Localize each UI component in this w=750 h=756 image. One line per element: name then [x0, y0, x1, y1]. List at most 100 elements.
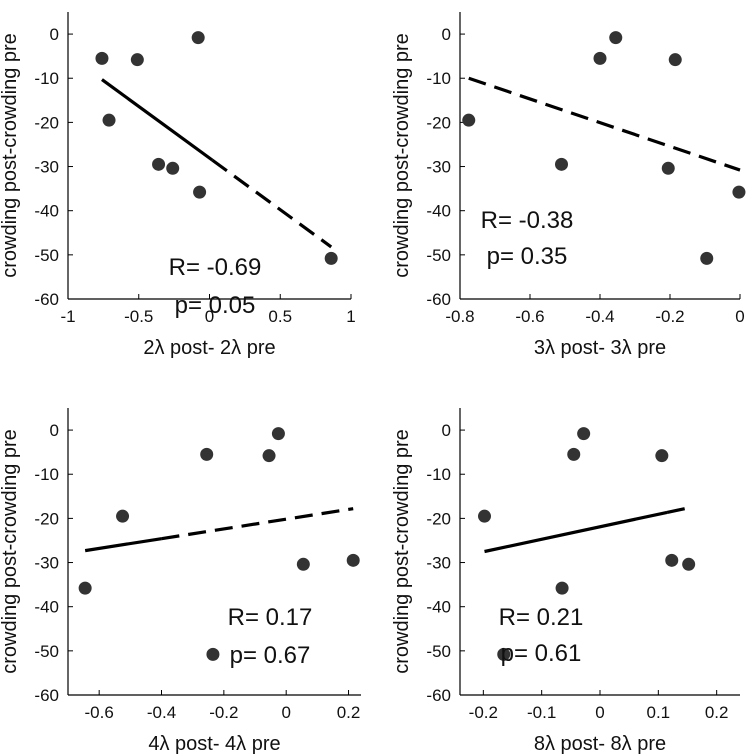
x-tick-label: 0	[205, 307, 214, 326]
x-tick-label: -0.4	[585, 307, 614, 326]
y-tick-label: -20	[34, 113, 59, 132]
data-point	[116, 509, 130, 523]
p-value: p= 0.61	[501, 640, 582, 667]
y-tick-label: -30	[426, 158, 451, 177]
fit-line-dashed	[666, 506, 690, 514]
data-point	[206, 647, 220, 661]
data-point	[95, 51, 109, 65]
data-point	[577, 427, 591, 441]
y-tick-label: -30	[34, 158, 59, 177]
y-axis-label: crowding post-crowding pre	[0, 429, 21, 674]
y-tick-label: 0	[50, 421, 59, 440]
y-tick-label: -20	[426, 113, 451, 132]
data-point	[682, 557, 696, 571]
x-tick-label: -0.8	[445, 307, 474, 326]
fit-line-dashed	[468, 76, 741, 172]
x-axis-label: 3λ post- 3λ pre	[534, 337, 666, 359]
y-tick-label: -20	[426, 509, 451, 528]
y-tick-label: 0	[442, 25, 451, 44]
y-axis-label: crowding post-crowding pre	[391, 429, 413, 674]
data-point	[296, 557, 310, 571]
data-point	[102, 113, 116, 127]
x-tick-label: 0	[595, 703, 604, 722]
data-point	[200, 447, 214, 461]
r-value: R= -0.69	[169, 254, 262, 281]
y-tick-label: -50	[426, 246, 451, 265]
data-point	[609, 31, 623, 45]
fit-line-solid	[84, 537, 162, 553]
data-point	[593, 51, 607, 65]
data-point	[130, 53, 144, 67]
x-tick-label: 0	[281, 703, 290, 722]
x-tick-label: -0.2	[655, 307, 684, 326]
fit-line-solid	[484, 510, 668, 554]
x-tick-label: 0.2	[705, 703, 729, 722]
data-point	[478, 509, 491, 523]
chart-panel-1: 0 -10 -20 -30 -40 -50 -60-1 -0.5 0 0.5 1 2λ post- 2…	[0, 12, 356, 359]
r-value: R= 0.21	[499, 604, 584, 631]
p-value: p= 0.67	[230, 642, 311, 669]
x-tick-label: 0.5	[268, 307, 292, 326]
data-point	[152, 157, 166, 171]
y-tick-label: -50	[34, 642, 59, 661]
x-tick-label: -0.2	[209, 703, 238, 722]
chart-panel-3: 0 -10 -20 -30 -40 -50 -60 -0.6 -0.4 -0.2 0 0.2 4λ po…	[0, 408, 361, 755]
data-point	[271, 427, 285, 441]
y-tick-label: -50	[426, 642, 451, 661]
data-point	[166, 161, 180, 175]
data-point	[700, 251, 714, 265]
x-tick-label: -0.5	[124, 307, 153, 326]
data-point	[567, 447, 581, 461]
data-point	[732, 185, 746, 199]
data-point	[555, 157, 568, 171]
chart-panel-4: 0 -10 -20 -30 -40 -50 -60 -0.2 -0.1 0 0.1 0.2 8λ pos…	[391, 408, 740, 755]
r-value: R= 0.17	[228, 604, 313, 631]
x-tick-label: 0	[735, 307, 744, 326]
data-point	[78, 581, 92, 595]
y-tick-label: 0	[50, 25, 59, 44]
x-axis-label: 8λ post- 8λ pre	[534, 733, 666, 755]
y-tick-label: -60	[426, 686, 451, 705]
y-tick-label: -30	[426, 554, 451, 573]
y-tick-label: -60	[426, 290, 451, 309]
data-point	[497, 647, 511, 661]
y-tick-label: -40	[426, 598, 451, 617]
fit-line-dashed	[161, 507, 354, 541]
fit-line-solid	[101, 78, 214, 162]
x-axis-label: 2λ post- 2λ pre	[143, 337, 275, 359]
y-tick-label: -40	[34, 598, 59, 617]
data-point	[191, 31, 205, 45]
data-point	[346, 553, 360, 567]
x-tick-label: 1	[346, 307, 355, 326]
data-point	[262, 449, 276, 463]
p-value: p= 0.05	[175, 292, 256, 319]
y-tick-label: -40	[34, 202, 59, 221]
y-tick-label: -10	[34, 69, 59, 88]
y-tick-label: -10	[426, 69, 451, 88]
data-point	[555, 581, 569, 595]
x-tick-label: -0.1	[527, 703, 556, 722]
y-tick-label: -10	[426, 465, 451, 484]
y-tick-label: -20	[34, 509, 59, 528]
chart-panel-2: 0 -10 -20 -30 -40 -50 -60-0.8 -0.6 -0.4 -0.2 0 3λ p…	[391, 12, 746, 359]
y-tick-label: -50	[34, 246, 59, 265]
x-tick-label: 0.2	[337, 703, 361, 722]
r-value: R= -0.38	[481, 207, 574, 234]
y-tick-label: -30	[34, 554, 59, 573]
y-tick-label: -60	[34, 686, 59, 705]
y-tick-label: -60	[34, 290, 59, 309]
y-axis-label: crowding post-crowding pre	[0, 33, 21, 278]
data-point	[324, 251, 338, 265]
data-point	[668, 53, 682, 67]
fit-line-dashed	[211, 158, 333, 249]
x-tick-label: -0.6	[85, 703, 114, 722]
x-tick-label: -0.2	[469, 703, 498, 722]
y-tick-label: -10	[34, 465, 59, 484]
y-axis-label: crowding post-crowding pre	[391, 33, 413, 278]
data-point	[193, 185, 207, 199]
data-point	[665, 553, 679, 567]
x-axis-label: 4λ post- 4λ pre	[148, 733, 280, 755]
y-tick-label: -40	[426, 202, 451, 221]
x-tick-label: -0.6	[515, 307, 544, 326]
